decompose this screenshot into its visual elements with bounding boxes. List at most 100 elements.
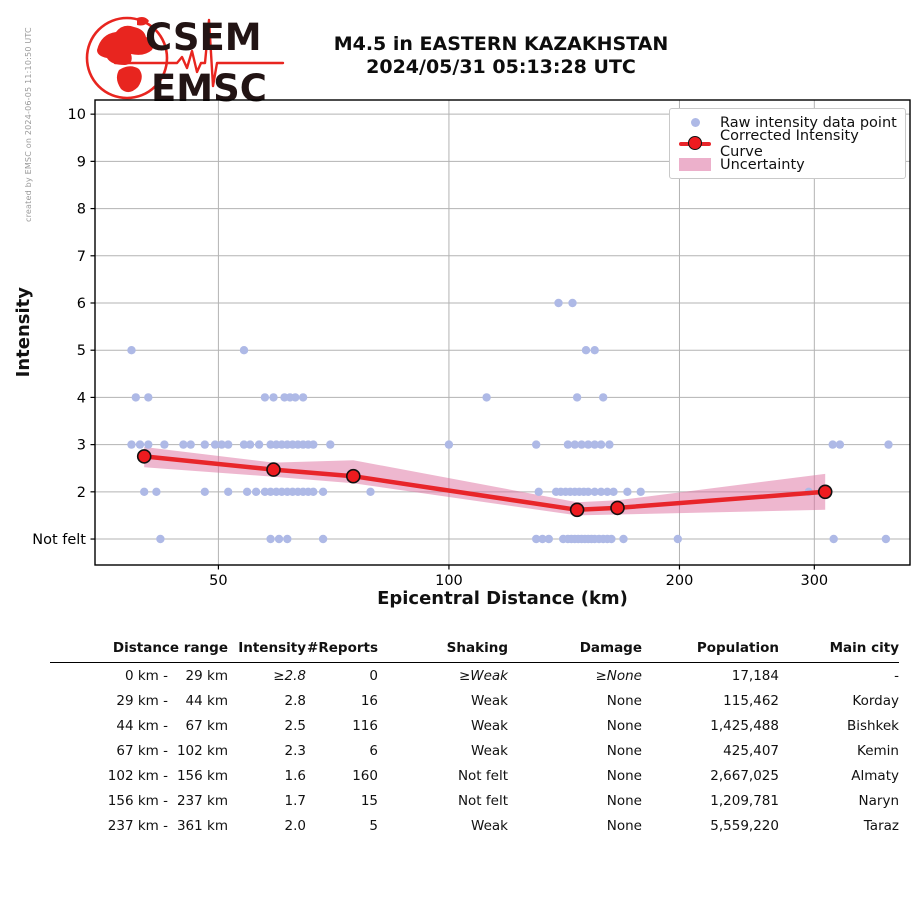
cell-main-city: Naryn [858,792,899,809]
header-main-city: Main city [779,640,899,663]
cell-damage: None [606,767,642,784]
y-tick-label: 8 [77,202,86,218]
distance-intensity-table: Distance range Intensity #Reports Shakin… [50,640,899,838]
range-from: 237 km - [107,817,168,834]
legend: Raw intensity data point Corrected Inten… [669,108,906,179]
range-from: 44 km - [116,717,168,734]
cell-shaking: Weak [471,717,508,734]
range-from: 156 km - [107,792,168,809]
table-row: 156 km - 237 km 1.7 15 Not felt None 1,209,781… [50,788,899,813]
axes: 10 9 8 7 6 5 4 3 2 Not felt 50 100 200 300 [32,99,911,589]
title-line1: M4.5 in EASTERN KAZAKHSTAN [333,33,669,55]
table-row: 44 km - 67 km 2.5 116 Weak None 1,425,488 Bishk… [50,713,899,738]
range-to: 361 km [176,817,228,834]
range-to: 156 km [176,767,228,784]
uncertainty-patch-icon [678,157,712,172]
cell-shaking: Weak [471,817,508,834]
x-tick-label: 300 [800,573,828,589]
range-from: 29 km - [116,692,168,709]
cell-shaking: Not felt [457,792,508,809]
raw-point-icon [678,118,712,127]
y-tick-label: 2 [77,485,86,501]
uncertainty-band [144,447,826,516]
summary-table: Distance range Intensity #Reports Shakin… [50,640,899,838]
header-intensity: Intensity [228,640,306,663]
table-row: 0 km - 29 km ≥2.8 0 ≥Weak ≥None 17,184 - [50,663,899,689]
title-line2: 2024/05/31 05:13:28 UTC [366,56,636,78]
cell-distance-range: 67 km - 102 km [50,738,228,763]
cell-intensity: 1.7 [284,792,306,809]
x-tick-label: 200 [666,573,694,589]
cell-reports: 16 [360,692,378,709]
cell-main-city: Taraz [863,817,899,834]
header-damage: Damage [508,640,642,663]
cell-main-city: Bishkek [846,717,899,734]
cell-damage: None [606,742,642,759]
cell-population: 115,462 [723,692,779,709]
header-shaking: Shaking [378,640,508,663]
cell-main-city: Almaty [851,767,899,784]
table-header-row: Distance range Intensity #Reports Shakin… [50,640,899,663]
range-from: 0 km - [124,667,168,684]
cell-intensity: 2.3 [284,742,306,759]
cell-main-city: Kemin [857,742,899,759]
cell-damage: None [606,692,642,709]
y-tick-label: 3 [77,438,86,454]
legend-item-curve: Corrected Intensity Curve [678,128,897,160]
range-from: 67 km - [116,742,168,759]
y-tick-label: Not felt [32,532,86,548]
x-tick-label: 50 [209,573,227,589]
cell-intensity: 2.0 [284,817,306,834]
table-row: 29 km - 44 km 2.8 16 Weak None 115,462 Korday [50,688,899,713]
chart-title: M4.5 in EASTERN KAZAKHSTAN 2024/05/31 05… [95,33,907,79]
header-distance-range: Distance range [50,640,228,663]
cell-population: 5,559,220 [710,817,779,834]
cell-intensity: 2.8 [284,692,306,709]
y-tick-label: 10 [68,107,86,123]
range-to: 237 km [176,792,228,809]
cell-population: 425,407 [723,742,779,759]
logo-csem-text: CSEM [145,16,262,59]
cell-intensity: 1.6 [284,767,306,784]
cell-reports: 116 [352,717,378,734]
cell-population: 1,209,781 [710,792,779,809]
range-to: 67 km [185,717,228,734]
legend-label-uncertainty: Uncertainty [720,156,805,173]
table-row: 67 km - 102 km 2.3 6 Weak None 425,407 Kemin [50,738,899,763]
y-axis-label: Intensity [12,287,34,378]
cell-damage: None [606,792,642,809]
range-to: 44 km [185,692,228,709]
seismogram-icon [113,18,285,88]
x-axis-label: Epicentral Distance (km) [377,588,628,609]
legend-label-raw: Raw intensity data point [720,114,897,131]
cell-shaking: ≥Weak [458,667,508,684]
y-tick-label: 6 [77,296,86,312]
globe-icon [85,16,169,100]
corrected-intensity-curve [136,449,833,518]
cell-distance-range: 0 km - 29 km [50,663,228,689]
cell-distance-range: 29 km - 44 km [50,688,228,713]
table-row: 237 km - 361 km 2.0 5 Weak None 5,559,220 Taraz [50,813,899,838]
cell-reports: 0 [369,667,378,684]
y-tick-label: 4 [77,390,86,406]
y-tick-label: 5 [77,343,86,359]
legend-item-raw: Raw intensity data point [678,112,897,133]
intensity-chart: 10 9 8 7 6 5 4 3 2 Not felt 50 100 200 300 [32,99,911,589]
cell-reports: 5 [369,817,378,834]
y-tick-label: 7 [77,249,86,265]
cell-distance-range: 156 km - 237 km [50,788,228,813]
y-tick-label: 9 [77,154,86,170]
cell-main-city: Korday [852,692,899,709]
range-to: 102 km [176,742,228,759]
cell-shaking: Not felt [457,767,508,784]
cell-population: 2,667,025 [710,767,779,784]
cell-population: 1,425,488 [710,717,779,734]
range-to: 29 km [185,667,228,684]
cell-shaking: Weak [471,692,508,709]
cell-damage: ≥None [595,667,642,684]
cell-shaking: Weak [471,742,508,759]
cell-distance-range: 102 km - 156 km [50,763,228,788]
cell-distance-range: 44 km - 67 km [50,713,228,738]
cell-reports: 15 [360,792,378,809]
